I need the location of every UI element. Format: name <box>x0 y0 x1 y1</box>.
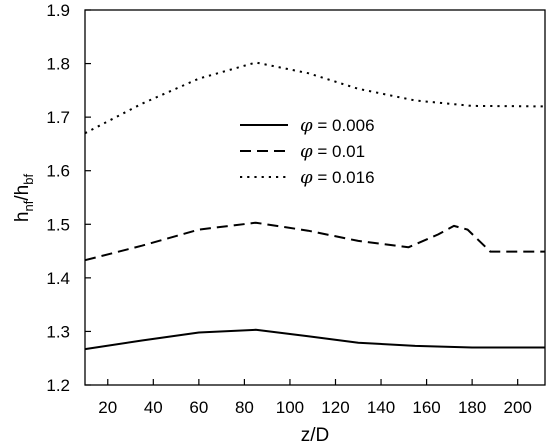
x-tick-label: 80 <box>235 398 254 417</box>
y-tick-label: 1.7 <box>46 108 70 127</box>
series-line-1 <box>84 328 545 351</box>
y-tick-label: 1.8 <box>46 55 70 74</box>
y-axis-label: hnf/hbf <box>12 174 36 223</box>
y-axis-label-sub2: bf <box>21 174 36 185</box>
y-tick-label: 1.9 <box>46 1 70 20</box>
series-line-2 <box>84 221 545 262</box>
y-axis: 1.2 1.3 1.4 1.5 1.6 1.7 1.8 1.9 <box>46 1 91 395</box>
x-tick-label: 60 <box>189 398 208 417</box>
plot-area <box>84 9 546 386</box>
x-axis-label: z/D <box>301 425 330 446</box>
y-tick-label: 1.3 <box>46 322 70 341</box>
x-tick-label: 180 <box>458 398 486 417</box>
x-tick-label: 20 <box>98 398 117 417</box>
legend-label-1: φ = 0.006 <box>300 115 375 136</box>
y-tick-label: 1.2 <box>46 376 70 395</box>
y-axis-label-base: h <box>12 211 33 222</box>
x-tick-label: 200 <box>503 398 531 417</box>
y-tick-label: 1.5 <box>46 215 70 234</box>
y-axis-label-mid: /h <box>12 185 33 201</box>
x-tick-label: 120 <box>321 398 349 417</box>
y-tick-label: 1.4 <box>46 269 70 288</box>
x-tick-label: 140 <box>367 398 395 417</box>
x-tick-label: 160 <box>412 398 440 417</box>
series-line-3 <box>84 61 546 135</box>
x-tick-label: 100 <box>276 398 304 417</box>
x-tick-label: 40 <box>144 398 163 417</box>
x-axis: 20 40 60 80 100 120 140 160 180 200 <box>98 379 532 417</box>
series-group <box>84 61 546 351</box>
legend-label-2: φ = 0.01 <box>300 141 365 162</box>
legend: φ = 0.006 φ = 0.01 φ = 0.016 <box>240 115 375 188</box>
legend-label-3: φ = 0.016 <box>300 167 375 188</box>
y-tick-label: 1.6 <box>46 162 70 181</box>
y-axis-label-sub1: nf <box>21 200 36 211</box>
